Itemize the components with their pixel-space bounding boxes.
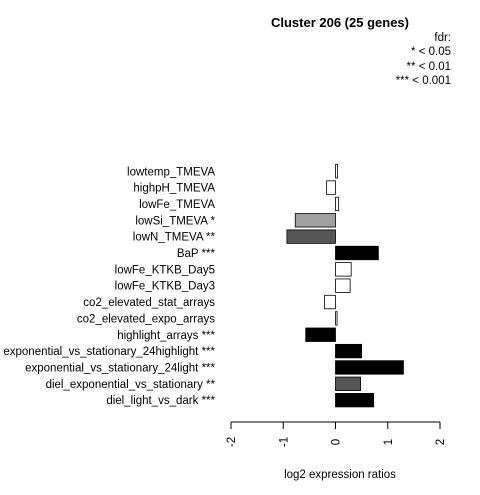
category-label-5: BaP *** [177,248,216,260]
chart-title: Cluster 206 (25 genes) [271,15,409,30]
bar-13 [335,376,361,391]
category-label-13: diel_exponential_vs_stationary ** [46,379,216,391]
category-label-12: exponential_vs_stationary_24light *** [25,362,215,374]
bar-4 [286,229,336,244]
bar-6 [335,262,352,277]
legend-entry-1: * < 0.05 [411,46,451,58]
legend-entry-2: ** < 0.01 [407,61,451,73]
category-label-1: highpH_TMEVA [133,183,215,195]
category-label-0: lowtemp_TMEVA [127,166,215,178]
x-tick-label-2: 0 [331,439,343,445]
category-label-7: lowFe_KTKB_Day3 [115,281,215,293]
bar-14 [335,392,375,408]
category-labels: lowtemp_TMEVA highpH_TMEVA lowFe_TMEVA lowS… [3,166,215,407]
category-label-6: lowFe_KTKB_Day5 [115,264,215,276]
x-axis: -2 -1 0 1 2 [226,421,447,447]
bar-10 [305,327,336,342]
category-label-2: lowFe_TMEVA [139,199,215,211]
category-label-10: highlight_arrays *** [117,330,215,342]
category-label-3: lowSi_TMEVA * [135,215,215,227]
category-label-11: exponential_vs_stationary_24highlight **… [3,346,215,358]
category-label-8: co2_elevated_stat_arrays [83,297,215,309]
category-label-9: co2_elevated_expo_arrays [77,313,215,325]
bar-8 [324,294,336,310]
x-tick-label-1: -1 [278,437,290,447]
x-tick-label-4: 2 [435,439,447,445]
bar-11 [335,343,363,359]
category-label-14: diel_light_vs_dark *** [106,395,215,407]
bar-group [286,164,404,408]
bar-1 [326,180,336,195]
bar-3 [294,213,336,228]
bar-0 [335,164,338,179]
bar-5 [335,245,379,261]
category-label-4: lowN_TMEVA ** [133,232,216,244]
bar-7 [335,278,351,293]
legend-entry-3: *** < 0.001 [396,75,451,87]
bar-12 [335,360,404,375]
x-tick-label-0: -2 [226,437,238,447]
legend: fdr: * < 0.05 ** < 0.01 *** < 0.001 [396,32,451,87]
x-tick-label-3: 1 [383,439,395,445]
legend-title: fdr: [434,32,451,44]
bar-9 [335,311,338,326]
bar-2 [335,196,340,212]
x-axis-title: log2 expression ratios [284,469,396,481]
